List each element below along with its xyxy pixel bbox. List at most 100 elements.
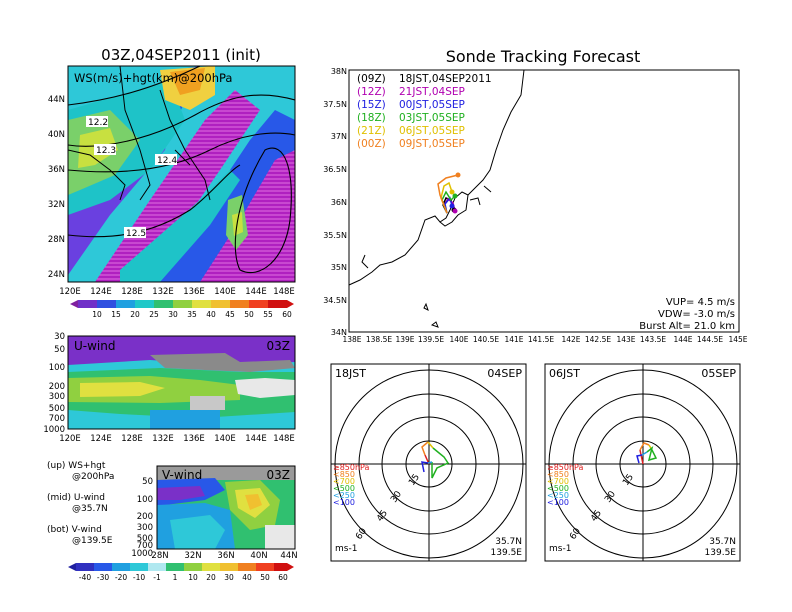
pressure-tick-label: 50 [54,345,65,355]
lon-tick-label: 124E [90,434,112,444]
launch-jst: 00JST,05SEP [399,99,465,111]
launch-jst: 03JST,05SEP [399,112,465,124]
level-legend-item: <500 [547,484,569,493]
colorbar-label: 30 [168,310,178,319]
hodo-left-trace [421,441,450,479]
hodo-segment [427,441,434,449]
vwind-colorbar: -40 -30 -20 -10 -1 1 10 20 30 40 50 60 [68,563,294,582]
vwind-y-axis: 50 100 200 300 500 700 1000 [131,477,153,559]
landing-point [449,203,455,209]
flight-params: VUP= 4.5 m/s VDW= -3.0 m/s Burst Alt= 21… [639,297,735,332]
hodo-segment [646,446,658,462]
vwind-label: V-wind [162,468,202,482]
pressure-tick-label: 30 [54,332,65,342]
hodo-segment [431,447,450,479]
uwind-y-axis: 30 50 100 200 300 500 700 1000 [43,332,65,435]
note-line: @200hPa [72,472,114,482]
lon-tick-label: 143.5E [640,335,666,344]
lon-tick-label: 128E [121,287,143,297]
lon-tick-label: 144.5E [697,335,723,344]
hodo-segment [636,454,643,464]
lon-tick-label: 136E [183,434,205,444]
level-legend-item: <100 [547,498,569,507]
colorbar-label: -30 [97,573,109,582]
hodo-lon: 139.5E [491,548,523,558]
lon-tick-label: 142E [561,335,580,344]
map-inner-label: WS(m/s)+hgt(km)@200hPa [74,71,232,85]
trajectory-00z [437,174,459,214]
lon-tick-label: 142.5E [585,335,611,344]
hodo-segment [639,449,644,465]
colorbar-label: 20 [206,573,216,582]
lat-tick-label: 36.5N [323,165,347,174]
pressure-tick-label: 1000 [131,549,153,559]
level-legend-item: <700 [547,477,569,486]
pressure-tick-label: 500 [49,404,65,414]
lat-tick-label: 34.5N [323,296,347,305]
launch-jst: 06JST,05SEP [399,125,465,137]
lat-tick-label: 34N [331,328,347,337]
lat-tick-label: 32N [48,200,65,210]
colorbar-label: 10 [188,573,198,582]
colorbar-label: 60 [278,573,288,582]
hodograph-left: 18JST 04SEP 15 30 45 60 ≥850hPa <850 <70… [330,363,527,562]
launch-jst: 21JST,04SEP [399,86,465,98]
uwind-field [68,336,295,429]
landing-point [449,189,455,195]
lon-tick-label: 138E [342,335,361,344]
vup-value: VUP= 4.5 m/s [666,297,735,308]
hodo-segment [641,451,648,456]
level-legend-item: <250 [333,491,355,500]
note-line: @35.7N [72,504,108,514]
lat-tick-label: 32N [184,551,201,561]
lon-tick-label: 140E [214,434,236,444]
lat-tick-label: 37.5N [323,100,347,109]
tracking-lat-axis: 38N 37.5N 37N 36.5N 36N 35.5N 35N 34.5N … [323,67,347,337]
contour-label: 12.3 [96,146,116,156]
hodo-segment [427,461,433,464]
map-lon-axis: 120E 124E 128E 132E 136E 140E 144E 148E [59,287,295,297]
hodograph-right: 06JST 05SEP 15 30 45 60 ≥850hPa <850 <70… [544,363,741,562]
note-line: (up) WS+hgt [47,461,106,471]
pressure-tick-label: 300 [49,392,65,402]
launch-utc: (15Z) [357,99,386,111]
lat-tick-label: 35N [331,263,347,272]
hodo-segment [421,461,429,473]
levels-legend: ≥850hPa <850 <700 <500 <250 <100 [333,463,370,507]
colorbar-label: 35 [187,310,197,319]
lon-tick-label: 145E [728,335,747,344]
lat-tick-label: 36N [217,551,234,561]
lon-tick-label: 139E [395,335,414,344]
hodo-time: 18JST [335,367,366,380]
launch-utc: (00Z) [357,138,386,150]
colorbar-label: 20 [130,310,140,319]
hodo-left-header: 18JST 04SEP [333,366,524,380]
note-line: (bot) V-wind [47,525,102,535]
ws-colorbar: 10 15 20 25 30 35 40 45 50 55 60 [70,300,294,319]
vwind-x-axis: 28N 32N 36N 40N 44N [151,551,297,561]
launch-utc: (09Z) [357,73,386,85]
levels-legend: ≥850hPa <850 <700 <500 <250 <100 [547,463,584,507]
landing-point [452,208,458,214]
lon-tick-label: 124E [90,287,112,297]
hodo-right-header: 06JST 05SEP [547,366,738,380]
level-legend-item: <250 [547,491,569,500]
lat-tick-label: 37N [331,132,347,141]
pressure-tick-label: 100 [137,495,153,505]
map-title: 03Z,04SEP2011 (init) [101,46,261,64]
lon-tick-label: 144E [673,335,692,344]
contour-label: 12.2 [88,118,108,128]
lat-tick-label: 44N [280,551,297,561]
lon-tick-label: 144E [245,287,267,297]
lon-tick-label: 144E [245,434,267,444]
lon-tick-label: 132E [152,287,174,297]
coastline [348,69,525,286]
contour-labels: 12.2 12.3 12.4 12.5 [86,116,177,239]
vdw-value: VDW= -3.0 m/s [658,309,735,320]
colorbar-label: 10 [92,310,102,319]
hodo-segment [639,442,650,451]
uwind-time: 03Z [267,339,291,353]
colorbar-label: 50 [244,310,254,319]
lon-tick-label: 128E [121,434,143,444]
colorbar-label: -10 [133,573,145,582]
